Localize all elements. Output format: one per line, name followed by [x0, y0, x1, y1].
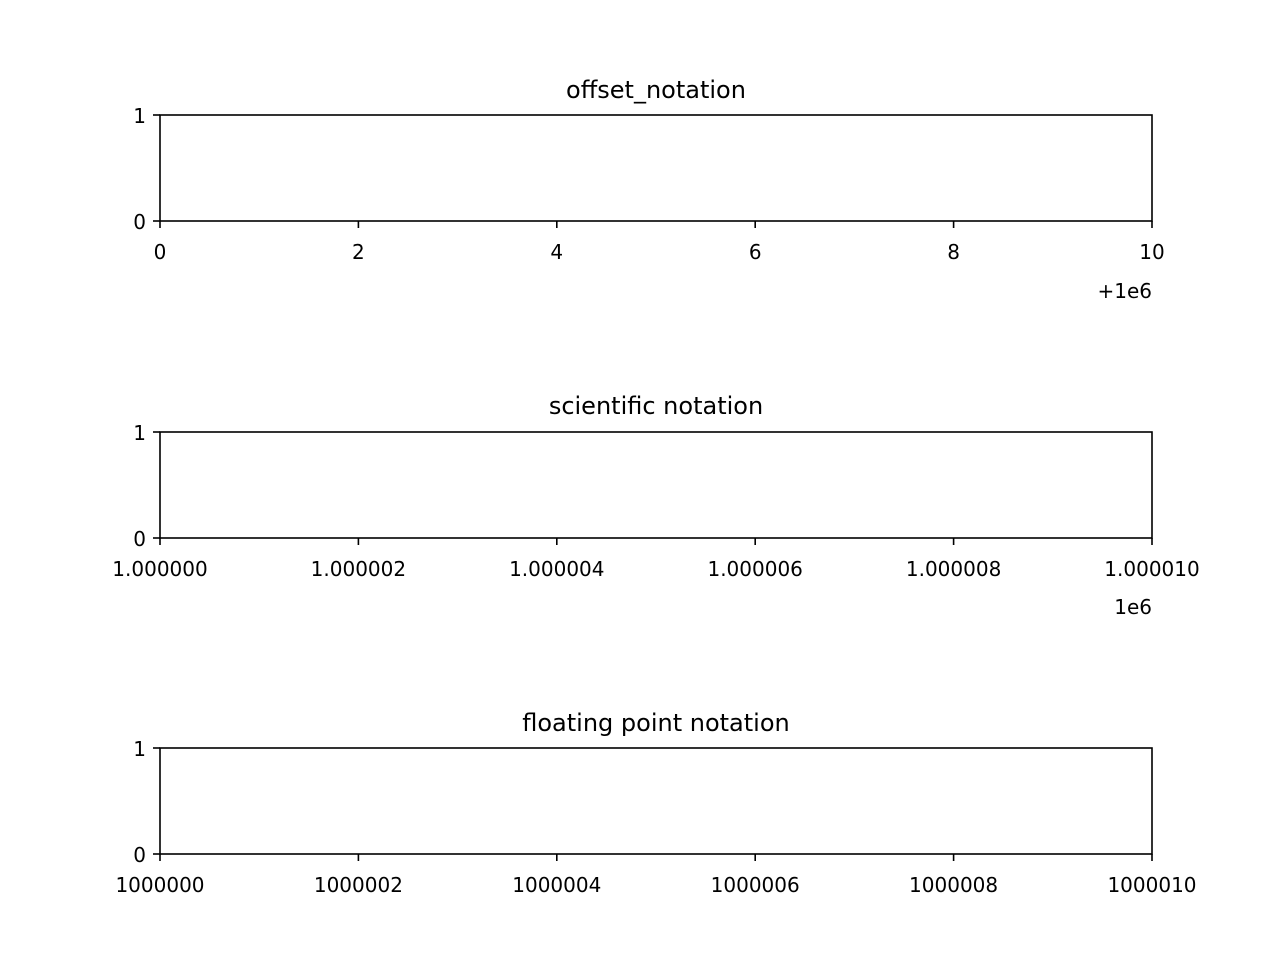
x-tick-label: 1.000004	[509, 557, 604, 581]
chart-title: scientific notation	[549, 392, 763, 420]
x-tick-label: 0	[154, 240, 167, 264]
x-tick-label: 1.000000	[112, 557, 207, 581]
chart-title: floating point notation	[522, 709, 789, 737]
x-tick-label: 1000010	[1107, 873, 1196, 897]
x-axis-ticks: 1.000000 1.000002 1.000004 1.000006 1.000008…	[112, 538, 1200, 581]
x-tick-label: 1.000008	[906, 557, 1001, 581]
y-tick-label: 0	[133, 210, 146, 234]
y-axis-ticks: 01	[133, 421, 160, 551]
x-tick-label: 1.000010	[1104, 557, 1199, 581]
x-axis-offset-label: +1e6	[1097, 279, 1152, 303]
x-axis-ticks: 0 2 4 6 8 10	[154, 221, 1165, 264]
y-axis-ticks: 01	[133, 737, 160, 867]
x-tick-label: 10	[1139, 240, 1164, 264]
plot-area-frame	[159, 431, 1153, 539]
x-tick-label: 1.000006	[707, 557, 802, 581]
x-tick-label: 2	[352, 240, 365, 264]
x-tick-label: 1000000	[115, 873, 204, 897]
x-tick-label: 1.000002	[311, 557, 406, 581]
y-tick-label: 1	[133, 737, 146, 761]
subplot-floating-point-notation: floating point notation 1000000 1000002 10…	[115, 709, 1196, 897]
y-tick-label: 0	[133, 843, 146, 867]
x-tick-label: 1000008	[909, 873, 998, 897]
y-axis-ticks: 01	[133, 104, 160, 234]
y-tick-label: 1	[133, 104, 146, 128]
x-tick-label: 1000004	[512, 873, 601, 897]
y-tick-label: 0	[133, 527, 146, 551]
x-tick-label: 8	[947, 240, 960, 264]
plot-area-frame	[159, 114, 1153, 222]
x-axis-offset-label: 1e6	[1114, 595, 1152, 619]
x-tick-label: 1000002	[314, 873, 403, 897]
x-tick-label: 1000006	[711, 873, 800, 897]
x-tick-label: 4	[550, 240, 563, 264]
subplot-scientific-notation: scientific notation 1.000000 1.000002 1.00…	[112, 392, 1199, 619]
y-tick-label: 1	[133, 421, 146, 445]
plot-area-frame	[159, 747, 1153, 855]
chart-title: offset_notation	[566, 76, 746, 104]
x-tick-label: 6	[749, 240, 762, 264]
x-axis-ticks: 1000000 1000002 1000004 1000006 1000008 10000…	[115, 854, 1197, 897]
subplot-offset-notation: offset_notation 0 2 4 6 8 10 01 +1e6	[133, 76, 1164, 303]
